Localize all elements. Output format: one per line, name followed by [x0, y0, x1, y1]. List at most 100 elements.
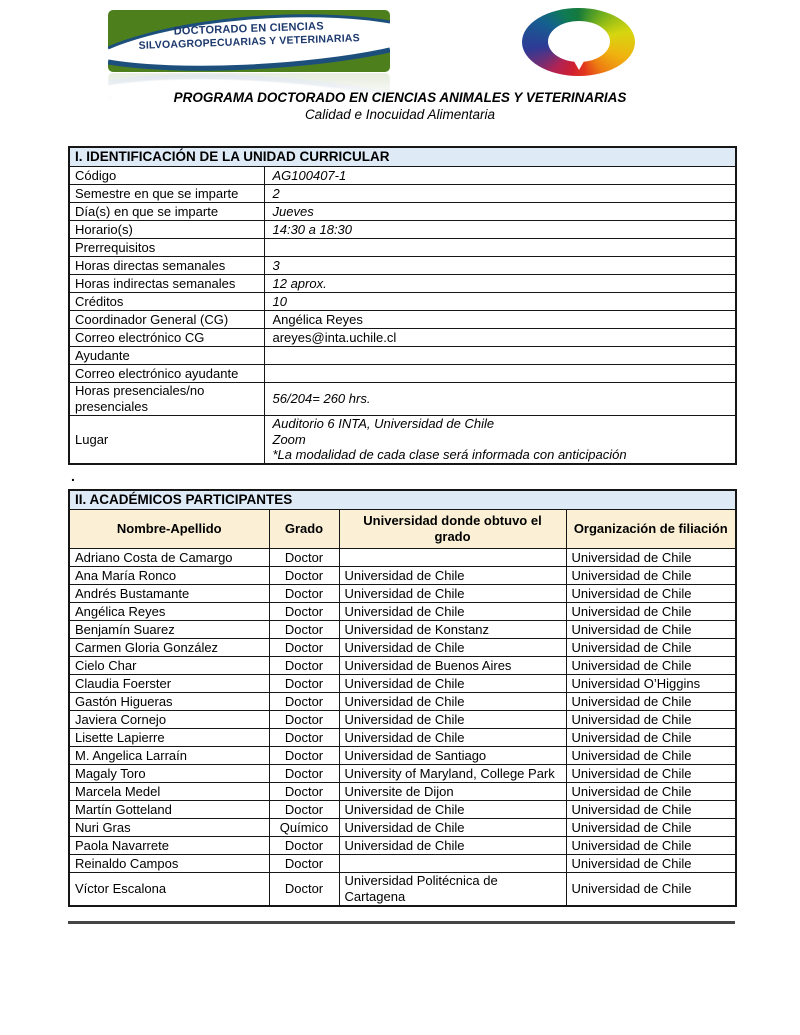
program-logo: DOCTORADO EN CIENCIAS SILVOAGROPECUARIAS…: [108, 10, 390, 135]
field-value: 2: [263, 184, 737, 203]
program-logo-reflection: [108, 73, 390, 135]
affiliation-organization: Universidad de Chile: [565, 656, 737, 675]
academic-row: Cielo Char Doctor Universidad de Buenos Ai…: [68, 656, 737, 675]
affiliation-organization: Universidad de Chile: [565, 800, 737, 819]
academic-row: Reinaldo Campos Doctor Universidad de Chil…: [68, 854, 737, 873]
column-header-grado: Grado: [268, 509, 340, 549]
field-row: Lugar Auditorio 6 INTA, Universidad de Ch…: [68, 414, 737, 465]
degree-university: [338, 548, 567, 567]
academic-degree: Doctor: [268, 728, 340, 747]
academic-name: Marcela Medel: [68, 782, 270, 801]
field-row: Código AG100407-1: [68, 166, 737, 185]
academic-name: Martín Gotteland: [68, 800, 270, 819]
academic-degree: Doctor: [268, 692, 340, 711]
academic-degree: Doctor: [268, 656, 340, 675]
academic-degree: Doctor: [268, 746, 340, 765]
field-row: Coordinador General (CG) Angélica Reyes: [68, 310, 737, 329]
degree-university: Universidad de Chile: [338, 692, 567, 711]
document-title: PROGRAMA DOCTORADO EN CIENCIAS ANIMALES …: [173, 90, 627, 105]
identification-table-body: Código AG100407-1 Semestre en que se impar…: [68, 166, 737, 465]
academic-degree: Doctor: [268, 674, 340, 693]
speech-bubble-tail: [571, 56, 587, 70]
affiliation-organization: Universidad de Chile: [565, 764, 737, 783]
field-value: [263, 364, 737, 383]
field-label: Horas indirectas semanales: [68, 274, 265, 293]
academic-name: Nuri Gras: [68, 818, 270, 837]
affiliation-organization: Universidad de Chile: [565, 871, 737, 907]
academic-row: Carmen Gloria González Doctor Universidad …: [68, 638, 737, 657]
field-value: 3: [263, 256, 737, 275]
field-label: Semestre en que se imparte: [68, 184, 265, 203]
rainbow-ring-logo: [522, 8, 635, 76]
field-label: Correo electrónico ayudante: [68, 364, 265, 383]
field-value: Jueves: [263, 202, 737, 221]
academic-name: Carmen Gloria González: [68, 638, 270, 657]
academic-row: Benjamín Suarez Doctor Universidad de Kons…: [68, 620, 737, 639]
field-label: Ayudante: [68, 346, 265, 365]
academic-name: Paola Navarrete: [68, 836, 270, 855]
academic-row: Angélica Reyes Doctor Universidad de Chile…: [68, 602, 737, 621]
affiliation-organization: Universidad de Chile: [565, 710, 737, 729]
field-row: Semestre en que se imparte 2: [68, 184, 737, 203]
speech-bubble-icon: [548, 21, 610, 62]
degree-university: Universidad Politécnica de Cartagena: [338, 871, 567, 907]
affiliation-organization: Universidad de Chile: [565, 818, 737, 837]
academic-name: Lisette Lapierre: [68, 728, 270, 747]
academic-row: Paola Navarrete Doctor Universidad de Chil…: [68, 836, 737, 855]
affiliation-organization: Universidad de Chile: [565, 746, 737, 765]
academic-degree: Doctor: [268, 871, 340, 907]
academic-row: Magaly Toro Doctor University of Maryland,…: [68, 764, 737, 783]
affiliation-organization: Universidad de Chile: [565, 548, 737, 567]
field-label: Horario(s): [68, 220, 265, 239]
degree-university: Universidad de Chile: [338, 818, 567, 837]
academic-degree: Doctor: [268, 764, 340, 783]
field-label: Día(s) en que se imparte: [68, 202, 265, 221]
column-header-nombre-apellido: Nombre-Apellido: [68, 509, 270, 549]
field-row: Correo electrónico CG areyes@inta.uchile.…: [68, 328, 737, 347]
field-row: Correo electrónico ayudante: [68, 364, 737, 383]
academic-row: Gastón Higueras Doctor Universidad de Chil…: [68, 692, 737, 711]
academic-name: Benjamín Suarez: [68, 620, 270, 639]
document-subtitle: Calidad e Inocuidad Alimentaria: [304, 107, 496, 122]
field-row: Horas directas semanales 3: [68, 256, 737, 275]
degree-university: Universite de Dijon: [338, 782, 567, 801]
academic-row: Ana María Ronco Doctor Universidad de Chil…: [68, 566, 737, 585]
academic-name: Víctor Escalona: [68, 871, 270, 907]
column-header-organizacion: Organización de filiación: [565, 509, 737, 549]
field-value: [263, 346, 737, 365]
affiliation-organization: Universidad O’Higgins: [565, 674, 737, 693]
field-label: Lugar: [68, 414, 265, 465]
affiliation-organization: Universidad de Chile: [565, 728, 737, 747]
academic-name: Angélica Reyes: [68, 602, 270, 621]
field-label: Coordinador General (CG): [68, 310, 265, 329]
affiliation-organization: Universidad de Chile: [565, 836, 737, 855]
degree-university: Universidad de Chile: [338, 602, 567, 621]
academic-row: Víctor Escalona Doctor Universidad Politéc…: [68, 871, 737, 907]
academic-degree: Doctor: [268, 566, 340, 585]
field-label: Código: [68, 166, 265, 185]
affiliation-organization: Universidad de Chile: [565, 602, 737, 621]
field-value: [263, 238, 737, 257]
affiliation-organization: Universidad de Chile: [565, 692, 737, 711]
academics-table: II. ACADÉMICOS PARTICIPANTES Nombre-Apel…: [68, 489, 738, 907]
field-row: Horas indirectas semanales 12 aprox.: [68, 274, 737, 293]
degree-university: Universidad de Chile: [338, 800, 567, 819]
academic-degree: Doctor: [268, 548, 340, 567]
field-row: Horas presenciales/no presenciales 56/204…: [68, 382, 737, 416]
affiliation-organization: Universidad de Chile: [565, 638, 737, 657]
field-row: Ayudante: [68, 346, 737, 365]
field-label: Prerrequisitos: [68, 238, 265, 257]
field-row: Créditos 10: [68, 292, 737, 311]
field-label: Horas directas semanales: [68, 256, 265, 275]
field-row: Horario(s) 14:30 a 18:30: [68, 220, 737, 239]
academic-degree: Doctor: [268, 854, 340, 873]
academic-row: Javiera Cornejo Doctor Universidad de Chil…: [68, 710, 737, 729]
degree-university: [338, 854, 567, 873]
field-label: Correo electrónico CG: [68, 328, 265, 347]
degree-university: Universidad de Chile: [338, 584, 567, 603]
field-value: 14:30 a 18:30: [263, 220, 737, 239]
field-value: 12 aprox.: [263, 274, 737, 293]
academic-row: Martín Gotteland Doctor Universidad de Chi…: [68, 800, 737, 819]
field-value: AG100407-1: [263, 166, 737, 185]
